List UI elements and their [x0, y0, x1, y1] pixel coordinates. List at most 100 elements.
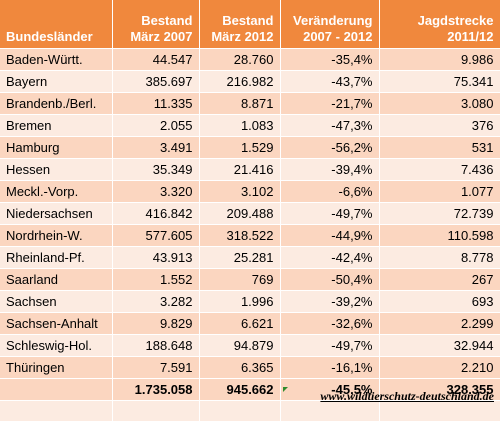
state-name-cell: Meckl.-Vorp. [0, 180, 113, 203]
header-row: Bundesländer Bestand März 2007 Bestand Mär… [0, 0, 500, 49]
value-cell: -50,4% [280, 268, 380, 291]
value-cell: -49,7% [280, 202, 380, 225]
value-cell: 188.648 [112, 334, 200, 357]
value-cell: 7.591 [112, 356, 200, 379]
value-cell: 6.365 [199, 356, 281, 379]
state-name-cell: Bremen [0, 114, 113, 137]
table-row: Bremen 2.055 1.083 -47,3% 376 [0, 114, 500, 137]
value-cell: 1.083 [199, 114, 281, 137]
value-cell: 376 [379, 114, 500, 137]
table-row: Brandenb./Berl. 11.335 8.871 -21,7% 3.080 [0, 92, 500, 115]
value-cell: 94.879 [199, 334, 281, 357]
value-cell: 11.335 [112, 92, 200, 115]
value-cell: -44,9% [280, 224, 380, 247]
table-row: Baden-Württ. 44.547 28.760 -35,4% 9.986 [0, 48, 500, 71]
value-cell: 7.436 [379, 158, 500, 181]
value-cell: -49,7% [280, 334, 380, 357]
table-row: Saarland 1.552 769 -50,4% 267 [0, 268, 500, 291]
value-cell: -42,4% [280, 246, 380, 269]
state-name-cell: Nordrhein-W. [0, 224, 113, 247]
value-cell: 3.080 [379, 92, 500, 115]
state-name-cell [0, 378, 113, 401]
source-url-link[interactable]: www.wildtierschutz-deutschland.de [320, 389, 494, 403]
table-body: Baden-Württ. 44.547 28.760 -35,4% 9.986 Bayer… [0, 48, 500, 422]
value-cell: 1.552 [112, 268, 200, 291]
value-cell: 2.055 [112, 114, 200, 137]
header-bundeslaender: Bundesländer [0, 0, 113, 49]
value-cell: 8.871 [199, 92, 281, 115]
value-cell: -16,1% [280, 356, 380, 379]
value-cell: 416.842 [112, 202, 200, 225]
value-cell: 9.986 [379, 48, 500, 71]
state-name-cell: Thüringen [0, 356, 113, 379]
value-cell: 3.282 [112, 290, 200, 313]
link-marker-icon [283, 387, 288, 392]
table-row: Sachsen 3.282 1.996 -39,2% 693 [0, 290, 500, 313]
value-cell: 531 [379, 136, 500, 159]
state-name-cell: Niedersachsen [0, 202, 113, 225]
value-cell: -6,6% [280, 180, 380, 203]
value-cell: -43,7% [280, 70, 380, 93]
value-cell: 2.299 [379, 312, 500, 335]
state-name-cell: Bayern [0, 70, 113, 93]
value-cell: 769 [199, 268, 281, 291]
state-name-cell: Hessen [0, 158, 113, 181]
value-cell: -56,2% [280, 136, 380, 159]
state-name-cell: Baden-Württ. [0, 48, 113, 71]
state-name-cell: Schleswig-Hol. [0, 334, 113, 357]
value-cell: 267 [379, 268, 500, 291]
table-row: Thüringen 7.591 6.365 -16,1% 2.210 [0, 356, 500, 379]
table-row: Bayern 385.697 216.982 -43,7% 75.341 [0, 70, 500, 93]
value-cell: 318.522 [199, 224, 281, 247]
value-cell: 693 [379, 290, 500, 313]
value-cell: 1.077 [379, 180, 500, 203]
value-cell: 75.341 [379, 70, 500, 93]
header-bestand-2012: Bestand März 2012 [199, 0, 281, 49]
value-cell: -47,3% [280, 114, 380, 137]
value-cell: 385.697 [112, 70, 200, 93]
header-veraenderung: Veränderung 2007 - 2012 [280, 0, 380, 49]
value-cell: 72.739 [379, 202, 500, 225]
state-name-cell: Saarland [0, 268, 113, 291]
value-cell: -39,2% [280, 290, 380, 313]
table-row: Hessen 35.349 21.416 -39,4% 7.436 [0, 158, 500, 181]
table-row: Sachsen-Anhalt 9.829 6.621 -32,6% 2.299 [0, 312, 500, 335]
state-name-cell: Brandenb./Berl. [0, 92, 113, 115]
value-cell: 8.778 [379, 246, 500, 269]
value-cell: 945.662 [199, 378, 281, 401]
value-cell: -45,5% [280, 378, 380, 401]
table-row: Schleswig-Hol. 188.648 94.879 -49,7% 32.944 [0, 334, 500, 357]
header-bestand-2007: Bestand März 2007 [112, 0, 200, 49]
value-cell: 1.996 [199, 290, 281, 313]
value-cell: 3.491 [112, 136, 200, 159]
value-cell: 28.760 [199, 48, 281, 71]
value-cell: 9.829 [112, 312, 200, 335]
value-cell: 25.281 [199, 246, 281, 269]
state-name-cell: Sachsen [0, 290, 113, 313]
value-cell: 3.102 [199, 180, 281, 203]
state-name-cell: Sachsen-Anhalt [0, 312, 113, 335]
value-cell: 21.416 [199, 158, 281, 181]
table-row: Nordrhein-W. 577.605 318.522 -44,9% 110.598 [0, 224, 500, 247]
value-cell: 2.210 [379, 356, 500, 379]
value-cell: 1.735.058 [112, 378, 200, 401]
value-cell: 110.598 [379, 224, 500, 247]
value-cell: 209.488 [199, 202, 281, 225]
value-cell: -35,4% [280, 48, 380, 71]
value-cell: 6.621 [199, 312, 281, 335]
value-cell: -39,4% [280, 158, 380, 181]
table-row: Rheinland-Pf. 43.913 25.281 -42,4% 8.778 [0, 246, 500, 269]
table-row: Meckl.-Vorp. 3.320 3.102 -6,6% 1.077 [0, 180, 500, 203]
value-cell: 577.605 [112, 224, 200, 247]
value-cell: 43.913 [112, 246, 200, 269]
value-cell: 32.944 [379, 334, 500, 357]
value-cell: -32,6% [280, 312, 380, 335]
value-cell: 3.320 [112, 180, 200, 203]
state-name-cell: Rheinland-Pf. [0, 246, 113, 269]
value-cell: 216.982 [199, 70, 281, 93]
value-cell: -21,7% [280, 92, 380, 115]
state-name-cell: Hamburg [0, 136, 113, 159]
value-cell: 1.529 [199, 136, 281, 159]
value-cell: 35.349 [112, 158, 200, 181]
